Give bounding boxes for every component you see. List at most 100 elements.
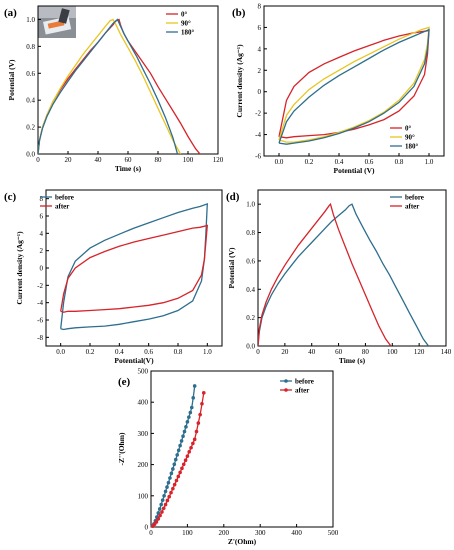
series-2-point: [192, 437, 197, 442]
series-1-point: [178, 443, 182, 448]
x-axis-label: Potential(V): [114, 356, 154, 365]
x-tick-label: 500: [328, 529, 339, 537]
series-2-point: [172, 482, 177, 487]
legend-label: before: [405, 194, 424, 202]
series-2-point: [201, 391, 206, 395]
y-axis-label: Potential (V): [227, 247, 236, 289]
inset-photo-device: [47, 20, 65, 29]
x-tick-label: 60: [125, 156, 133, 164]
series-line-2: [258, 202, 392, 346]
x-axis-label: Time (s): [339, 356, 366, 365]
panel-label: (b): [232, 7, 246, 19]
series-1-point: [169, 471, 174, 476]
series-line-1: [258, 203, 430, 346]
series-2-point: [191, 441, 195, 446]
y-tick-label: 4: [258, 45, 262, 53]
x-tick-label: 0: [149, 529, 153, 537]
legend-label: after: [405, 203, 419, 211]
series-1-point: [156, 511, 161, 515]
series-2-point: [169, 490, 173, 495]
series-2-point: [161, 506, 166, 511]
series-2-point: [187, 450, 192, 454]
x-tick-label: 200: [219, 529, 230, 537]
series-2-point: [185, 454, 190, 458]
x-tick-label: 100: [182, 529, 193, 537]
y-tick-label: 0.2: [246, 314, 255, 322]
series-line-1: [38, 18, 201, 154]
inset-photo-wall: [38, 6, 76, 18]
legend-label: 180°: [405, 143, 419, 151]
series-2-point: [176, 474, 181, 479]
x-tick-label: 20: [65, 156, 73, 164]
x-tick-label: 0.6: [144, 348, 153, 356]
y-tick-label: -6: [37, 317, 43, 325]
x-tick-label: 40: [95, 156, 103, 164]
series-1-point: [176, 448, 181, 453]
x-tick-label: 0.2: [305, 158, 314, 166]
x-tick-label: 0.4: [335, 158, 344, 166]
x-tick-label: 0.4: [115, 348, 124, 356]
series-2-point: [180, 466, 184, 471]
series-1-point: [182, 429, 187, 434]
series-2-point: [154, 520, 159, 524]
y-axis-label: Current density (Ag⁻¹): [15, 231, 24, 305]
x-tick-label: 80: [362, 348, 370, 356]
series-2-point: [171, 486, 175, 491]
series-2-point: [167, 494, 171, 499]
series-2-point: [194, 429, 199, 434]
plot-frame: [257, 189, 447, 347]
series-1-point: [191, 396, 196, 400]
y-tick-label: 6: [258, 24, 262, 32]
x-tick-label: 1.0: [203, 348, 212, 356]
x-tick-label: 400: [291, 529, 302, 537]
x-axis-label: Time (s): [115, 164, 142, 173]
series-line-2: [60, 224, 209, 313]
y-tick-label: 0.6: [26, 70, 35, 78]
y-tick-label: 0.0: [246, 343, 255, 351]
y-tick-label: 1.0: [26, 16, 35, 24]
chart-panel-3: 0.0 0.2 0.4 0.6 0.8 1.0 -8 -6 -4 -2 0 2 4 6 8 Potential…: [4, 189, 223, 365]
y-tick-label: 6: [40, 213, 44, 221]
series-2-point: [178, 470, 182, 475]
series-1-point: [187, 415, 191, 419]
y-tick-label: 0: [258, 88, 262, 96]
series-2-point: [196, 421, 201, 425]
series-2-point: [181, 462, 186, 467]
x-tick-label: 0.8: [174, 348, 183, 356]
x-tick-label: 0: [36, 156, 40, 164]
legend-label: after: [295, 387, 309, 395]
series-line-1: [278, 29, 430, 139]
y-axis-label: -Z''(Ohm): [117, 432, 126, 465]
plot-frame: [150, 370, 334, 528]
series-1-point: [179, 439, 184, 443]
panel-label: (e): [118, 376, 131, 388]
legend-label: 0°: [405, 125, 412, 133]
x-axis-label: Z'(Ohm): [228, 537, 257, 546]
y-tick-label: 8: [258, 3, 262, 11]
x-tick-label: 80: [155, 156, 163, 164]
series-1-point: [163, 489, 168, 494]
x-tick-label: 0.0: [275, 158, 284, 166]
y-tick-label: -4: [255, 131, 261, 139]
series-line-1: [60, 202, 208, 331]
legend-label: before: [295, 378, 314, 386]
series-2-point: [200, 401, 204, 406]
x-tick-label: 40: [308, 348, 316, 356]
series-line-2: [38, 18, 182, 154]
y-axis-label: Current density (Ag⁻¹): [235, 44, 244, 118]
series-line-3: [38, 18, 179, 154]
legend-label: 90°: [181, 20, 191, 28]
series-2-point: [160, 510, 164, 514]
panel-label: (c): [4, 191, 17, 203]
x-tick-label: 1.0: [425, 158, 434, 166]
series-1-point: [157, 507, 162, 511]
y-tick-label: 8: [40, 195, 44, 203]
x-tick-label: 20: [281, 348, 289, 356]
series-1-point: [173, 457, 178, 462]
series-1-point: [185, 420, 190, 424]
y-tick-label: 0.8: [26, 43, 35, 51]
series-2-point: [183, 458, 188, 463]
inset-photo-clip: [58, 8, 70, 24]
chart-panel-1: 0 20 40 60 80 100 120 0.0 0.2 0.4 0.6 0.8 1.0 Time (s…: [4, 5, 224, 173]
